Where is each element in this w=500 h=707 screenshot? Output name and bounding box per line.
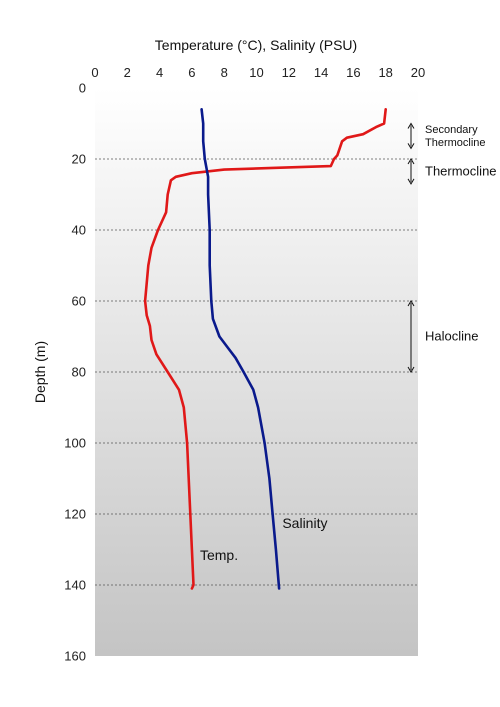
series-labels: Salinity Temp. (200, 515, 328, 563)
y-tick-label: 60 (72, 294, 86, 309)
x-tick-label: 12 (282, 65, 296, 80)
series-line-salinity (200, 108, 281, 590)
arrow-up-icon (407, 300, 415, 307)
annotation-label: Thermocline (425, 163, 497, 178)
arrow-up-icon (407, 122, 415, 129)
x-tick-label: 8 (221, 65, 228, 80)
annotation-label: Thermocline (425, 137, 486, 149)
x-tick-label: 6 (188, 65, 195, 80)
arrow-down-icon (407, 143, 415, 150)
series-line-temp (143, 108, 388, 590)
x-tick-label: 4 (156, 65, 163, 80)
series-label: Temp. (200, 547, 238, 563)
y-tick-label: 120 (64, 507, 86, 522)
arrow-down-icon (407, 178, 415, 185)
tick-labels: 0 20 40 60 80 100 120 140 160 0 2 4 6 8 10 12 14 16 18 20 (64, 65, 425, 664)
x-tick-label: 2 (124, 65, 131, 80)
annotation-label: Secondary (425, 124, 478, 136)
y-axis-title: Depth (m) (32, 341, 48, 403)
x-tick-label: 18 (378, 65, 392, 80)
annotation-bracket: Thermocline (407, 158, 497, 185)
y-tick-label: 0 (79, 81, 86, 96)
series-label: Salinity (282, 515, 327, 531)
x-tick-label: 16 (346, 65, 360, 80)
arrow-up-icon (407, 158, 415, 165)
x-axis-title: Temperature (°C), Salinity (PSU) (155, 37, 357, 53)
annotation-label: Halocline (425, 329, 478, 344)
y-tick-label: 40 (72, 223, 86, 238)
annotation-bracket: Halocline (407, 300, 478, 373)
y-tick-label: 100 (64, 436, 86, 451)
x-tick-label: 20 (411, 65, 425, 80)
arrow-down-icon (407, 366, 415, 373)
y-tick-label: 20 (72, 152, 86, 167)
x-tick-label: 14 (314, 65, 328, 80)
y-tick-label: 140 (64, 578, 86, 593)
y-tick-label: 80 (72, 365, 86, 380)
series-lines (143, 108, 388, 590)
grid-lines (95, 158, 418, 586)
x-tick-label: 10 (249, 65, 263, 80)
y-tick-label: 160 (64, 649, 86, 664)
x-tick-label: 0 (91, 65, 98, 80)
